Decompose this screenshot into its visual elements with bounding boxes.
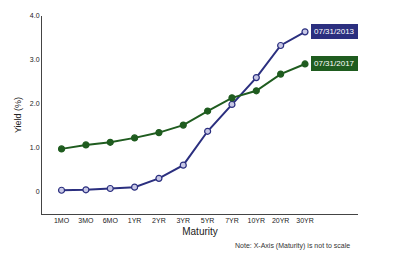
- svg-text:30YR: 30YR: [296, 217, 314, 224]
- svg-text:7YR: 7YR: [225, 217, 239, 224]
- svg-text:6MO: 6MO: [103, 217, 119, 224]
- svg-text:5YR: 5YR: [201, 217, 215, 224]
- svg-text:07/31/2017: 07/31/2017: [314, 59, 355, 68]
- svg-text:1.0: 1.0: [30, 144, 40, 151]
- svg-text:Maturity: Maturity: [182, 226, 218, 237]
- svg-text:07/31/2013: 07/31/2013: [314, 27, 355, 36]
- svg-text:10YR: 10YR: [248, 217, 266, 224]
- svg-text:3.0: 3.0: [30, 56, 40, 63]
- svg-text:0: 0: [36, 188, 40, 195]
- svg-text:3YR: 3YR: [176, 217, 190, 224]
- svg-text:1MO: 1MO: [54, 217, 70, 224]
- svg-text:2YR: 2YR: [152, 217, 166, 224]
- svg-text:3MO: 3MO: [78, 217, 94, 224]
- svg-text:20YR: 20YR: [272, 217, 290, 224]
- svg-text:1YR: 1YR: [128, 217, 142, 224]
- svg-text:Yield (%): Yield (%): [13, 97, 23, 133]
- svg-text:4.0: 4.0: [30, 12, 40, 19]
- svg-text:Note: X-Axis (Maturity) is not: Note: X-Axis (Maturity) is not to scale: [235, 242, 350, 250]
- svg-text:2.0: 2.0: [30, 100, 40, 107]
